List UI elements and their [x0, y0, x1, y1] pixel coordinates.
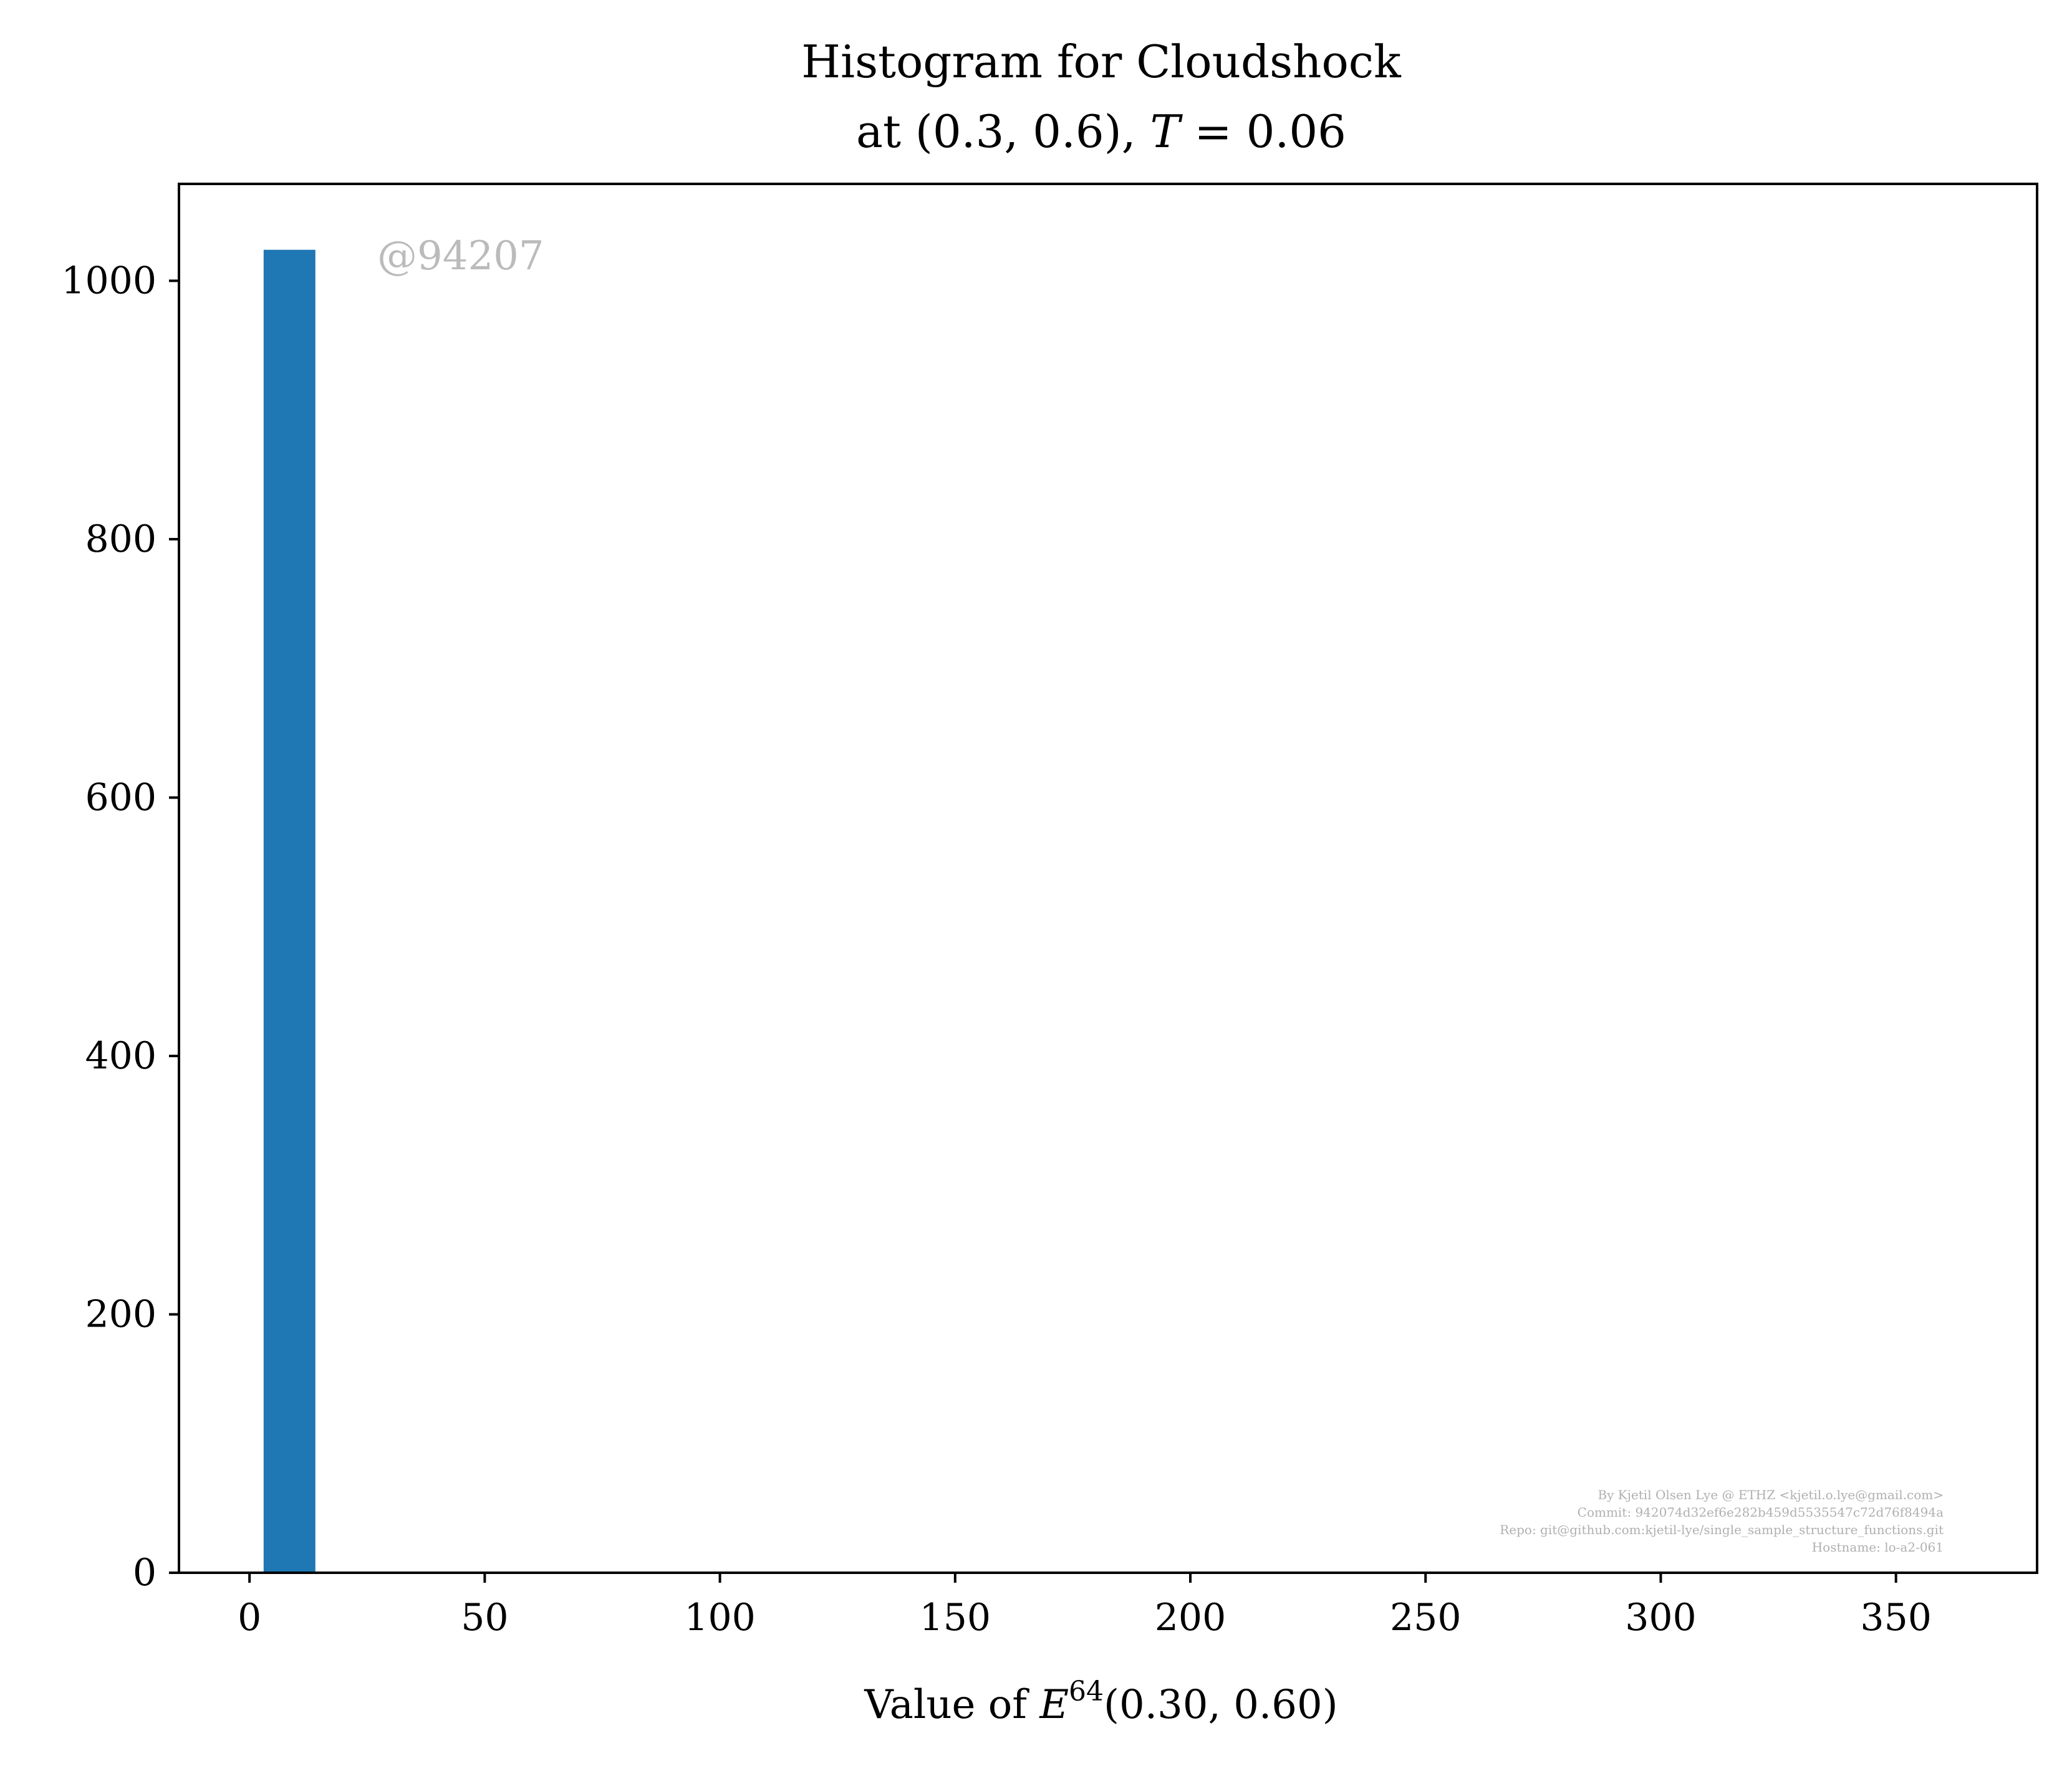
y-tick-label: 200 [85, 1292, 157, 1336]
y-tick-label: 0 [133, 1551, 157, 1595]
histogram-bars [263, 249, 316, 1573]
y-tick-label: 400 [85, 1034, 157, 1078]
histogram-bar-0 [263, 249, 316, 1573]
xlabel-prefix: Value of [864, 1682, 1039, 1728]
x-tick-label: 200 [1155, 1596, 1226, 1639]
y-tick-label: 1000 [61, 259, 157, 302]
y-axis-ticks: 0 200 400 600 800 1000 [61, 259, 179, 1595]
credits-block: By Kjetil Olsen Lye @ ETHZ <kjetil.o.lye… [1500, 1487, 1944, 1555]
credit-line-repo: Repo: git@github.com:kjetil-lye/single_s… [1500, 1522, 1944, 1537]
title-line2-part1: at (0.3, 0.6), [856, 105, 1150, 158]
x-tick-label: 250 [1390, 1596, 1462, 1639]
xlabel-args: (0.30, 0.60) [1104, 1682, 1338, 1728]
xlabel-superscript: 64 [1069, 1676, 1104, 1707]
watermark-text: @94207 [377, 233, 544, 279]
title-line2-var: T [1150, 105, 1183, 158]
x-tick-label: 300 [1625, 1596, 1697, 1639]
x-tick-label: 350 [1860, 1596, 1932, 1639]
credit-line-commit: Commit: 942074d32ef6e282b459d5535547c72d… [1578, 1505, 1944, 1520]
x-axis-ticks: 0 50 100 150 200 250 300 350 [238, 1573, 1932, 1639]
plot-area-frame [178, 183, 2038, 1574]
chart-title-line1: Histogram for Cloudshock [801, 36, 1402, 88]
x-tick-label: 100 [684, 1596, 756, 1639]
x-axis-label: Value of E64(0.30, 0.60) [864, 1676, 1337, 1728]
x-tick-label: 0 [238, 1596, 261, 1639]
x-tick-label: 150 [920, 1596, 991, 1639]
y-tick-label: 600 [85, 775, 157, 819]
chart-title-line2: at (0.3, 0.6), T = 0.06 [856, 105, 1346, 158]
xlabel-var: E [1039, 1682, 1069, 1728]
credit-line-hostname: Hostname: lo-a2-061 [1812, 1540, 1944, 1555]
x-tick-label: 50 [461, 1596, 508, 1639]
title-line2-part3: = 0.06 [1180, 105, 1346, 158]
credit-line-author: By Kjetil Olsen Lye @ ETHZ <kjetil.o.lye… [1597, 1487, 1944, 1502]
y-tick-label: 800 [85, 517, 157, 561]
